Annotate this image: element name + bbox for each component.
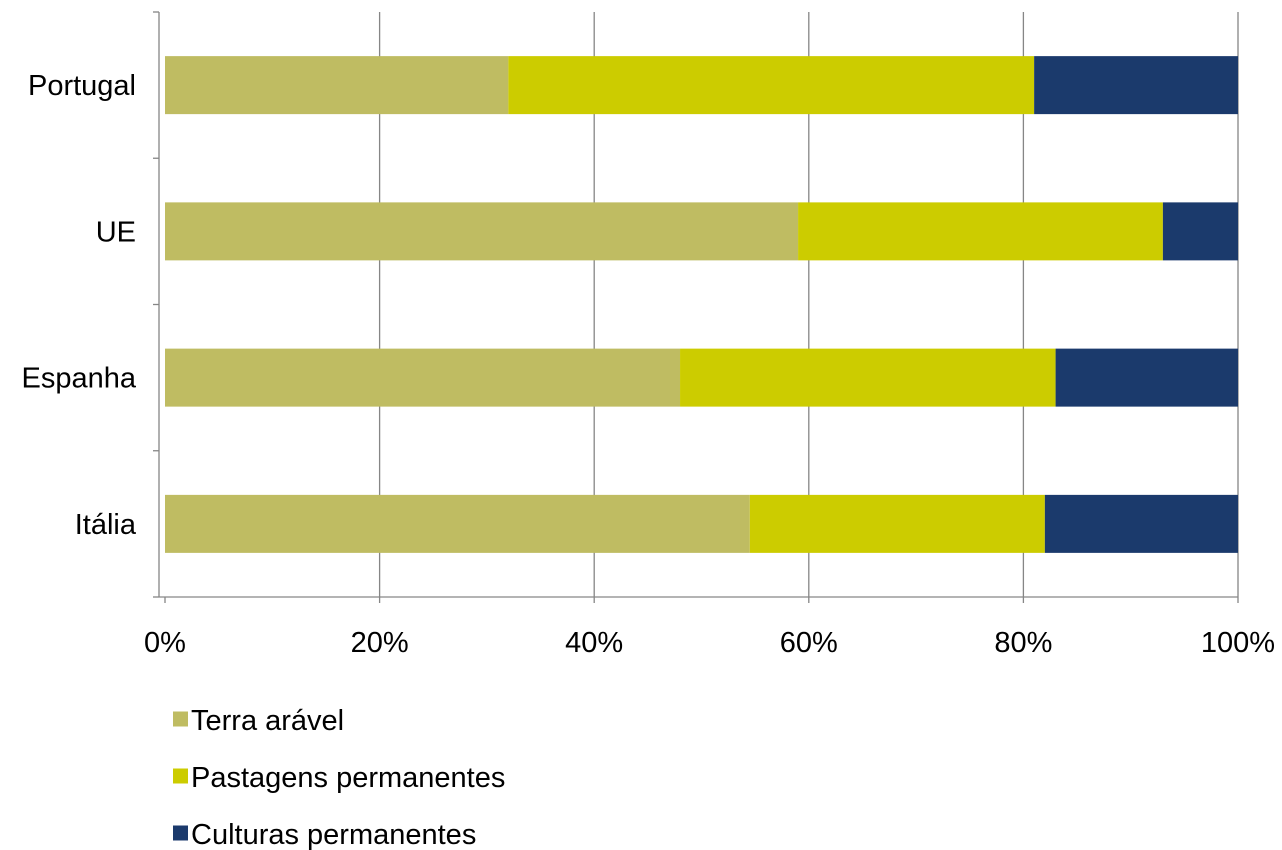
- bar-segment: [798, 202, 1163, 261]
- axes: [153, 11, 1239, 603]
- bar-segment: [165, 56, 509, 115]
- legend-label: Terra arável: [191, 705, 344, 737]
- x-tick-label: 100%: [1201, 627, 1275, 659]
- bar-segment: [749, 494, 1045, 553]
- bar-segment: [1034, 56, 1238, 115]
- bar-segment: [1162, 202, 1238, 261]
- bar-segment: [165, 348, 681, 407]
- category-labels: Portugal UE Espanha Itália: [22, 70, 137, 541]
- category-label: Portugal: [28, 70, 136, 102]
- x-tick-label: 80%: [994, 627, 1052, 659]
- category-label: UE: [96, 216, 136, 248]
- bar-segment: [680, 348, 1056, 407]
- x-tick-label: 60%: [780, 627, 838, 659]
- legend-label: Culturas permanentes: [191, 819, 476, 850]
- bar-segment: [165, 494, 750, 553]
- legend: Terra arável Pastagens permanentes Cultura…: [173, 705, 505, 850]
- legend-swatch: [173, 768, 188, 784]
- legend-swatch: [173, 825, 188, 841]
- legend-swatch: [173, 711, 188, 727]
- category-label: Espanha: [22, 363, 137, 395]
- bars: [165, 56, 1238, 553]
- bar-segment: [1055, 348, 1238, 407]
- x-tick-label: 0%: [144, 627, 186, 659]
- bar-segment: [1044, 494, 1238, 553]
- category-label: Itália: [75, 509, 137, 541]
- legend-label: Pastagens permanentes: [191, 762, 505, 794]
- x-tick-label: 20%: [351, 627, 409, 659]
- x-tick-labels: 0% 20% 40% 60% 80% 100%: [144, 627, 1275, 659]
- bar-segment: [165, 202, 799, 261]
- bar-segment: [508, 56, 1035, 115]
- x-tick-label: 40%: [565, 627, 623, 659]
